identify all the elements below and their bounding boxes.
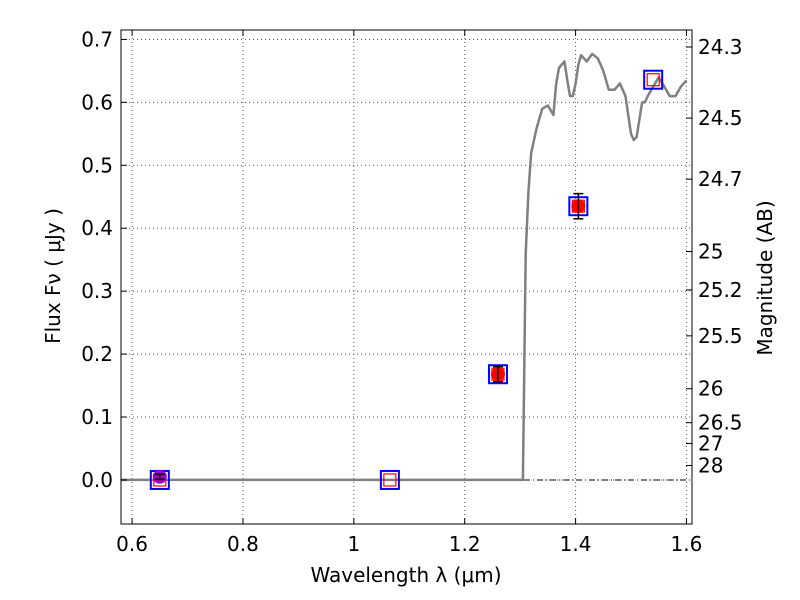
y-tick-label: 0.2 — [81, 342, 113, 366]
y-tick-label: 0.4 — [81, 216, 113, 240]
x-tick-label: 0.6 — [116, 532, 148, 556]
y-axis-title: Flux Fν ( μJy ) — [41, 208, 65, 344]
y2-tick-label: 27 — [698, 431, 723, 455]
y2-tick-label: 25.5 — [698, 324, 743, 348]
grid-layer — [121, 30, 692, 524]
plot-frame — [120, 29, 693, 525]
model-flux-square-outer — [487, 364, 508, 385]
y-tick-label: 0.1 — [81, 405, 113, 429]
y-tick-label: 0.6 — [81, 90, 113, 114]
y2-tick-label: 28 — [698, 453, 723, 477]
y-tick-label: 0.0 — [81, 468, 113, 492]
y2-tick-label: 24.5 — [698, 106, 743, 130]
model-flux-square-outer — [643, 69, 664, 90]
x-tick-label: 1.6 — [671, 532, 703, 556]
model-flux-square-outer — [379, 469, 400, 490]
model-flux-square-inner — [646, 73, 660, 87]
y2-tick-label: 24.7 — [698, 167, 743, 191]
y2-tick-label: 25 — [698, 240, 723, 264]
y-tick-label: 0.5 — [81, 153, 113, 177]
plot-content — [121, 52, 692, 490]
y2-tick-label: 26 — [698, 377, 723, 401]
sed-model-curve — [121, 52, 688, 482]
x-axis-title: Wavelength λ (μm) — [310, 563, 501, 587]
y2-tick-label: 24.3 — [698, 35, 743, 59]
y-tick-label: 0.3 — [81, 279, 113, 303]
x-tick-label: 0.8 — [227, 532, 259, 556]
y-tick-label: 0.7 — [81, 27, 113, 51]
x-tick-label: 1 — [347, 532, 360, 556]
y2-axis-title: Magnitude (AB) — [753, 200, 777, 355]
model-flux-square-inner — [383, 473, 397, 487]
y2-tick-label: 25.2 — [698, 278, 743, 302]
y2-tick-label: 26.5 — [698, 411, 743, 435]
x-tick-label: 1.2 — [449, 532, 481, 556]
x-tick-label: 1.4 — [560, 532, 592, 556]
tick-layer: 0.6 0.8 1 1.2 1.4 1.6 0.0 0.1 0.2 0.3 0.4 0.5 0.6 0.7… — [81, 27, 742, 556]
